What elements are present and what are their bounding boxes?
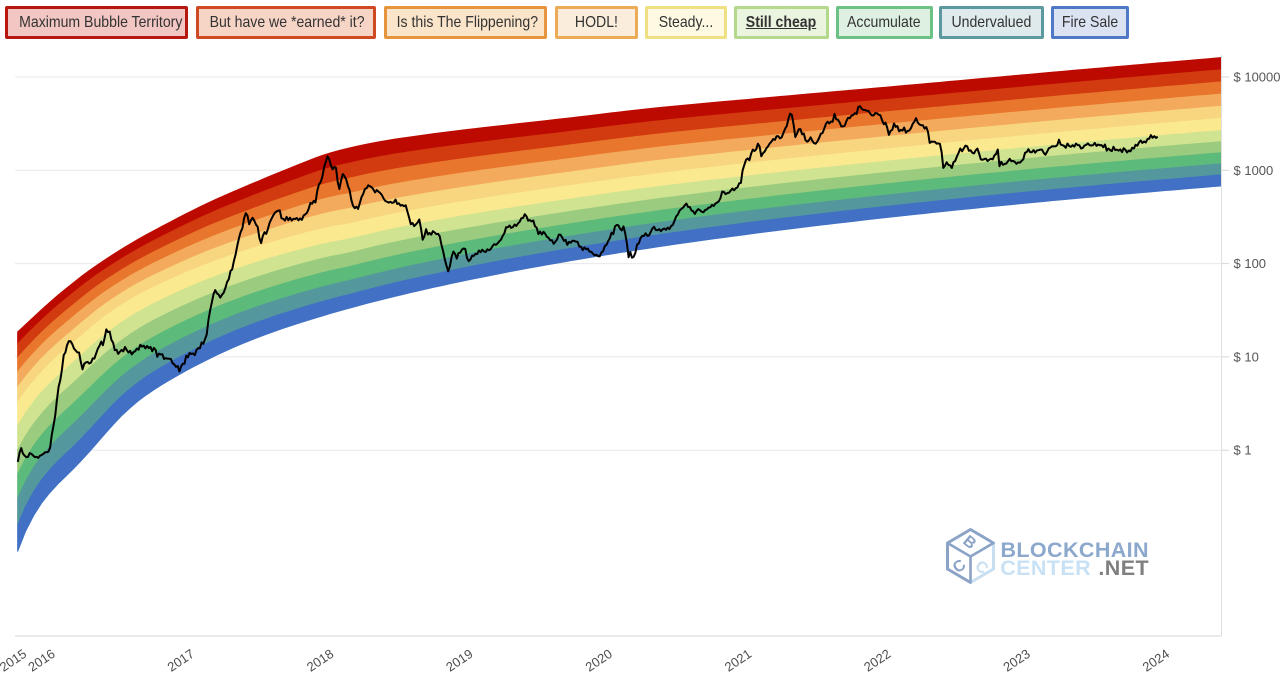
svg-text:2015: 2015 (0, 646, 29, 675)
svg-text:$ 10: $ 10 (1234, 349, 1259, 364)
svg-text:$ 1000: $ 1000 (1234, 163, 1274, 178)
svg-text:.NET: .NET (1098, 556, 1149, 580)
svg-text:2024: 2024 (1140, 646, 1172, 675)
svg-text:C: C (971, 558, 991, 579)
svg-text:2020: 2020 (583, 646, 615, 675)
svg-text:BLOCKCHAIN: BLOCKCHAIN (1000, 538, 1149, 562)
svg-text:2019: 2019 (443, 646, 475, 675)
svg-text:$ 100: $ 100 (1234, 256, 1267, 271)
svg-text:2021: 2021 (722, 646, 754, 675)
svg-text:2017: 2017 (165, 646, 197, 675)
svg-text:$ 10000: $ 10000 (1234, 70, 1281, 85)
svg-text:$ 1: $ 1 (1234, 443, 1252, 458)
svg-text:2018: 2018 (304, 646, 336, 675)
svg-text:2023: 2023 (1000, 646, 1032, 675)
svg-text:C: C (950, 556, 970, 577)
svg-text:2022: 2022 (861, 646, 893, 675)
svg-text:CENTER: CENTER (1000, 556, 1091, 580)
svg-text:2016: 2016 (25, 646, 57, 675)
